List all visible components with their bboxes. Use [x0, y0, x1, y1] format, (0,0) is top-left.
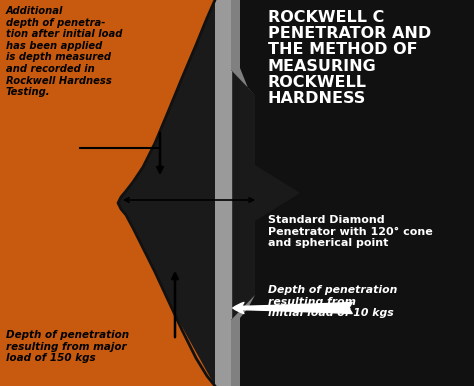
Text: Depth of penetration
resulting from
initial load of 10 kgs: Depth of penetration resulting from init…	[268, 285, 397, 318]
Text: Additional
depth of penetra-
tion after initial load
has been applied
is depth m: Additional depth of penetra- tion after …	[6, 6, 122, 97]
Polygon shape	[231, 0, 474, 386]
Bar	[215, 0, 231, 386]
Polygon shape	[0, 0, 215, 386]
Polygon shape	[231, 295, 255, 386]
Bar	[215, 0, 474, 386]
Text: Standard Diamond
Penetrator with 120° cone
and spherical point: Standard Diamond Penetrator with 120° co…	[268, 215, 433, 248]
Bar	[0, 0, 215, 386]
Text: ROCKWELL C
PENETRATOR AND
THE METHOD OF
MEASURING
ROCKWELL
HARDNESS: ROCKWELL C PENETRATOR AND THE METHOD OF …	[268, 10, 431, 106]
Polygon shape	[231, 0, 255, 95]
Polygon shape	[118, 0, 215, 386]
Text: Depth of penetration
resulting from major
load of 150 kgs: Depth of penetration resulting from majo…	[6, 330, 129, 363]
